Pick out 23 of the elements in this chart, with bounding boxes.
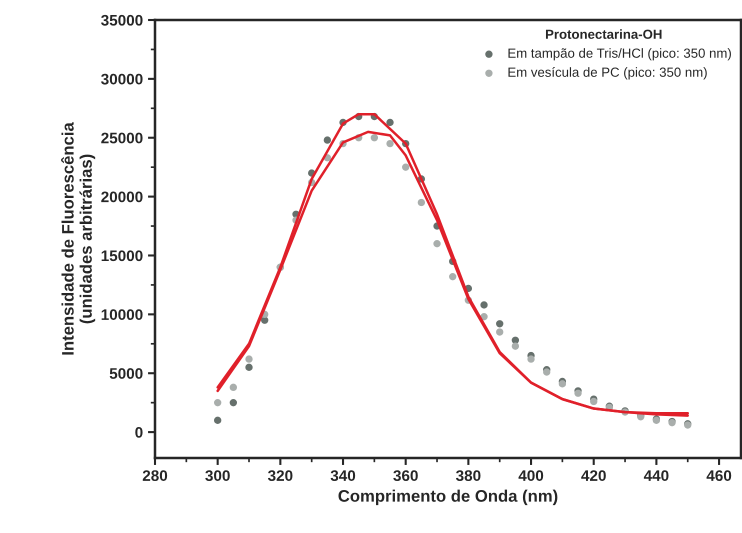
x-tick-label: 400 bbox=[518, 470, 544, 482]
legend-label: Em vesícula de PC (pico: 350 nm) bbox=[508, 67, 707, 80]
y-axis-title: Intensidade de Fluorescência (unidades arbitrárias) bbox=[61, 122, 96, 355]
y-tick-label: 20000 bbox=[101, 191, 143, 202]
x-tick-label: 340 bbox=[330, 470, 356, 482]
x-axis-title: Comprimento de Onda (nm) bbox=[338, 490, 558, 506]
legend-label: Em tampão de Tris/HCl (pico: 350 nm) bbox=[508, 48, 731, 60]
x-tick-label: 300 bbox=[205, 470, 230, 482]
y-tick-label: 10000 bbox=[102, 309, 143, 320]
y-tick-label: 35000 bbox=[101, 14, 143, 26]
y-tick-label: 5000 bbox=[110, 368, 143, 379]
x-tick-label: 360 bbox=[393, 470, 418, 482]
x-tick-label: 320 bbox=[268, 470, 292, 482]
legend-title: Protonectarina-OH bbox=[546, 29, 662, 39]
x-tick-label: 440 bbox=[644, 470, 669, 482]
x-tick-label: 380 bbox=[456, 470, 480, 482]
x-tick-label: 280 bbox=[142, 470, 168, 482]
y-tick-label: 30000 bbox=[101, 74, 143, 85]
y-tick-label: 15000 bbox=[102, 250, 143, 262]
y-tick-label: 0 bbox=[135, 426, 143, 438]
x-tick-label: 460 bbox=[706, 470, 732, 482]
x-tick-label: 420 bbox=[581, 470, 606, 482]
y-tick-label: 25000 bbox=[101, 132, 143, 144]
